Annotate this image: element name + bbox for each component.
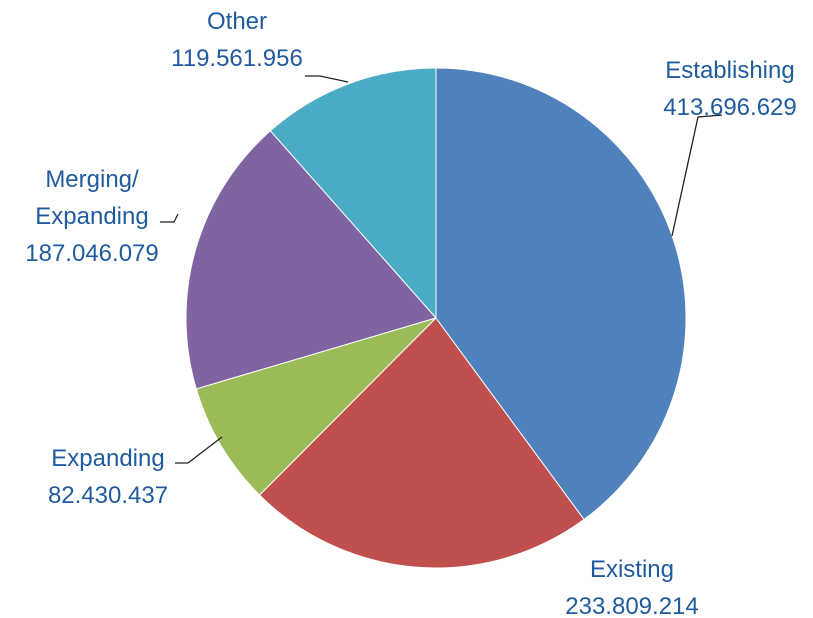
slice-label: Establishing 413.696.629	[630, 52, 813, 126]
category-label: Existing	[589, 556, 675, 583]
value-label: 119.561.956	[171, 45, 303, 72]
slice-label: Existing 233.809.214	[532, 551, 732, 618]
value-label: 187.046.079	[25, 240, 159, 267]
leader-line	[671, 114, 723, 237]
category-label: Other	[206, 8, 268, 35]
value-label: 233.809.214	[565, 593, 699, 618]
category-label: Establishing	[665, 57, 795, 84]
value-label: 413.696.629	[663, 94, 797, 121]
leader-line	[305, 75, 349, 83]
leader-line	[160, 213, 179, 223]
pie-slice	[269, 67, 437, 320]
leader-lines	[160, 75, 723, 464]
category-label: Merging/ Expanding	[35, 166, 149, 230]
pie-slice	[195, 317, 437, 496]
leader-line	[175, 436, 223, 464]
pie-slice	[435, 67, 687, 521]
slice-label: Merging/ Expanding 187.046.079	[17, 161, 167, 272]
value-label: 82.430.437	[47, 482, 169, 509]
pie-slice	[258, 317, 585, 569]
slice-label: Expanding 82.430.437	[18, 440, 198, 514]
category-label: Expanding	[51, 445, 165, 472]
pie-slice	[185, 130, 437, 390]
slice-label: Other 119.561.956	[137, 3, 337, 77]
